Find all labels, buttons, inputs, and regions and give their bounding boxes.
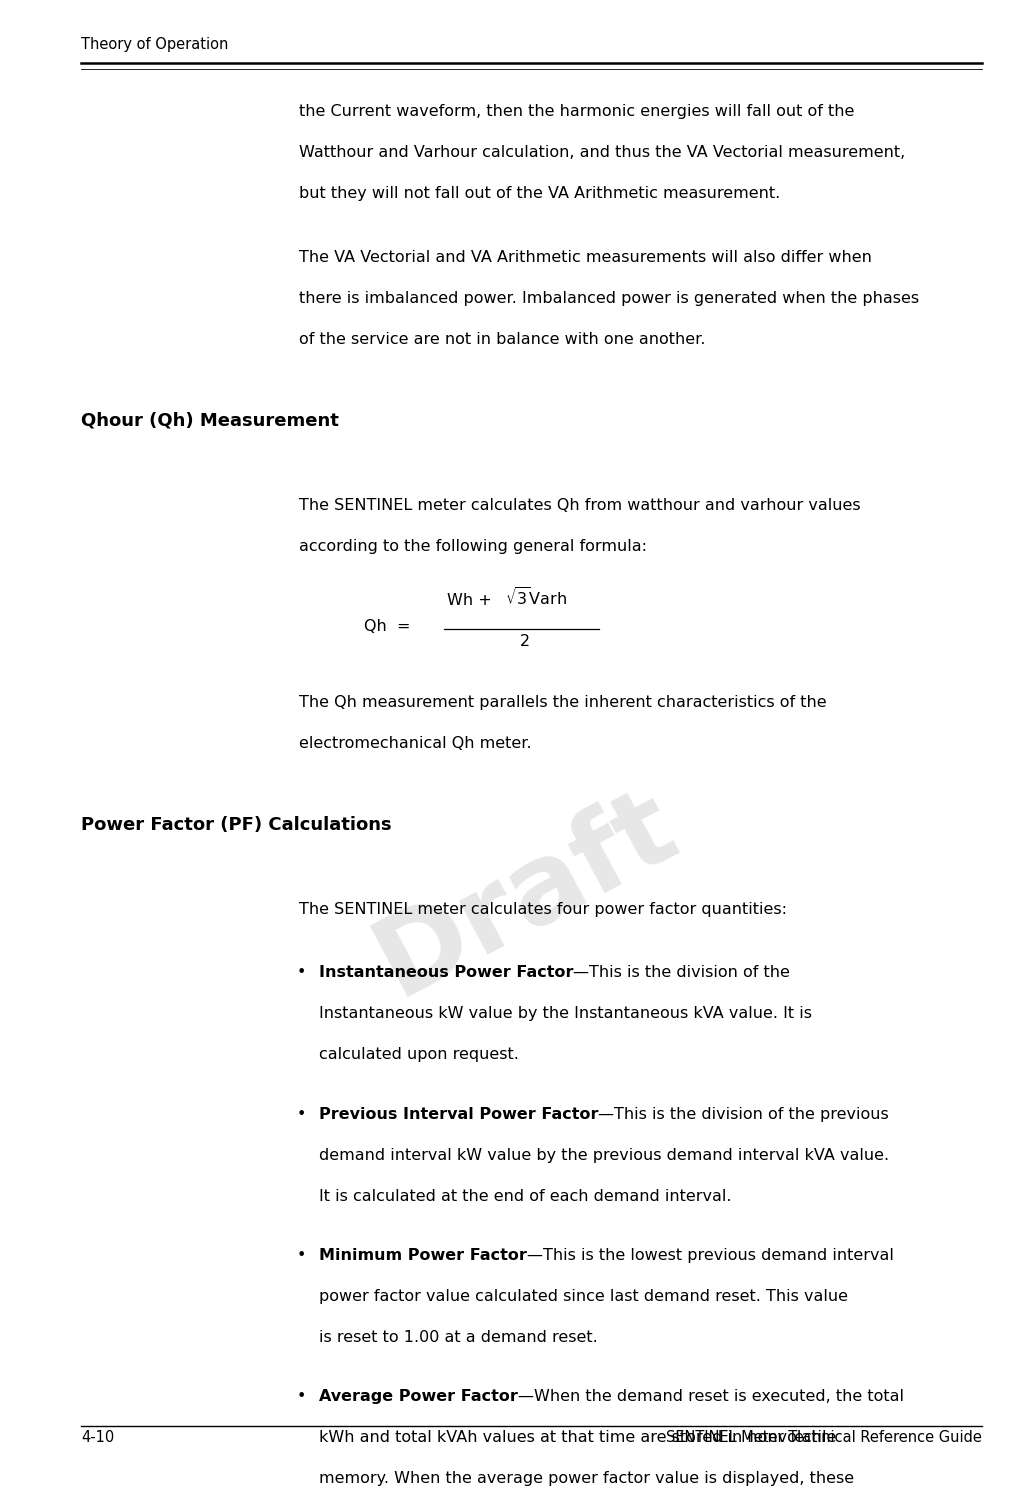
Text: The VA Vectorial and VA Arithmetic measurements will also differ when: The VA Vectorial and VA Arithmetic measu…	[298, 250, 870, 265]
Text: demand interval kW value by the previous demand interval kVA value.: demand interval kW value by the previous…	[318, 1147, 888, 1162]
Text: of the service are not in balance with one another.: of the service are not in balance with o…	[298, 332, 705, 347]
Text: but they will not fall out of the VA Arithmetic measurement.: but they will not fall out of the VA Ari…	[298, 186, 779, 201]
Text: 2: 2	[520, 633, 530, 648]
Text: Theory of Operation: Theory of Operation	[81, 37, 228, 52]
Text: Watthour and Varhour calculation, and thus the VA Vectorial measurement,: Watthour and Varhour calculation, and th…	[298, 145, 904, 161]
Text: The SENTINEL meter calculates Qh from watthour and varhour values: The SENTINEL meter calculates Qh from wa…	[298, 498, 859, 513]
Text: electromechanical Qh meter.: electromechanical Qh meter.	[298, 736, 531, 751]
Text: —This is the division of the previous: —This is the division of the previous	[598, 1107, 888, 1122]
Text: Draft: Draft	[358, 770, 694, 1018]
Text: •: •	[296, 1390, 305, 1405]
Text: •: •	[296, 966, 305, 980]
Text: Power Factor (PF) Calculations: Power Factor (PF) Calculations	[81, 817, 391, 834]
Text: memory. When the average power factor value is displayed, these: memory. When the average power factor va…	[318, 1472, 853, 1487]
Text: The SENTINEL meter calculates four power factor quantities:: The SENTINEL meter calculates four power…	[298, 901, 786, 916]
Text: calculated upon request.: calculated upon request.	[318, 1047, 519, 1062]
Text: •: •	[296, 1107, 305, 1122]
Text: Qhour (Qh) Measurement: Qhour (Qh) Measurement	[81, 411, 339, 429]
Text: —This is the lowest previous demand interval: —This is the lowest previous demand inte…	[526, 1249, 893, 1264]
Text: The Qh measurement parallels the inherent characteristics of the: The Qh measurement parallels the inheren…	[298, 694, 825, 709]
Text: •: •	[296, 1249, 305, 1264]
Text: Average Power Factor: Average Power Factor	[318, 1390, 518, 1405]
Text: It is calculated at the end of each demand interval.: It is calculated at the end of each dema…	[318, 1189, 731, 1204]
Text: —This is the division of the: —This is the division of the	[572, 966, 790, 980]
Text: Instantaneous kW value by the Instantaneous kVA value. It is: Instantaneous kW value by the Instantane…	[318, 1006, 811, 1021]
Text: 4-10: 4-10	[81, 1430, 114, 1445]
Text: according to the following general formula:: according to the following general formu…	[298, 539, 646, 554]
Text: Instantaneous Power Factor: Instantaneous Power Factor	[318, 966, 572, 980]
Text: there is imbalanced power. Imbalanced power is generated when the phases: there is imbalanced power. Imbalanced po…	[298, 291, 918, 305]
Text: $\sqrt{3}$Varh: $\sqrt{3}$Varh	[504, 587, 566, 608]
Text: the Current waveform, then the harmonic energies will fall out of the: the Current waveform, then the harmonic …	[298, 104, 853, 119]
Text: Minimum Power Factor: Minimum Power Factor	[318, 1249, 526, 1264]
Text: —When the demand reset is executed, the total: —When the demand reset is executed, the …	[518, 1390, 903, 1405]
Text: power factor value calculated since last demand reset. This value: power factor value calculated since last…	[318, 1289, 847, 1304]
Text: Qh  =: Qh =	[364, 618, 410, 633]
Text: Wh +: Wh +	[447, 593, 496, 608]
Text: is reset to 1.00 at a demand reset.: is reset to 1.00 at a demand reset.	[318, 1331, 596, 1345]
Text: SENTINEL Meter Technical Reference Guide: SENTINEL Meter Technical Reference Guide	[665, 1430, 981, 1445]
Text: Previous Interval Power Factor: Previous Interval Power Factor	[318, 1107, 598, 1122]
Text: kWh and total kVAh values at that time are stored in nonvolatile: kWh and total kVAh values at that time a…	[318, 1430, 835, 1445]
